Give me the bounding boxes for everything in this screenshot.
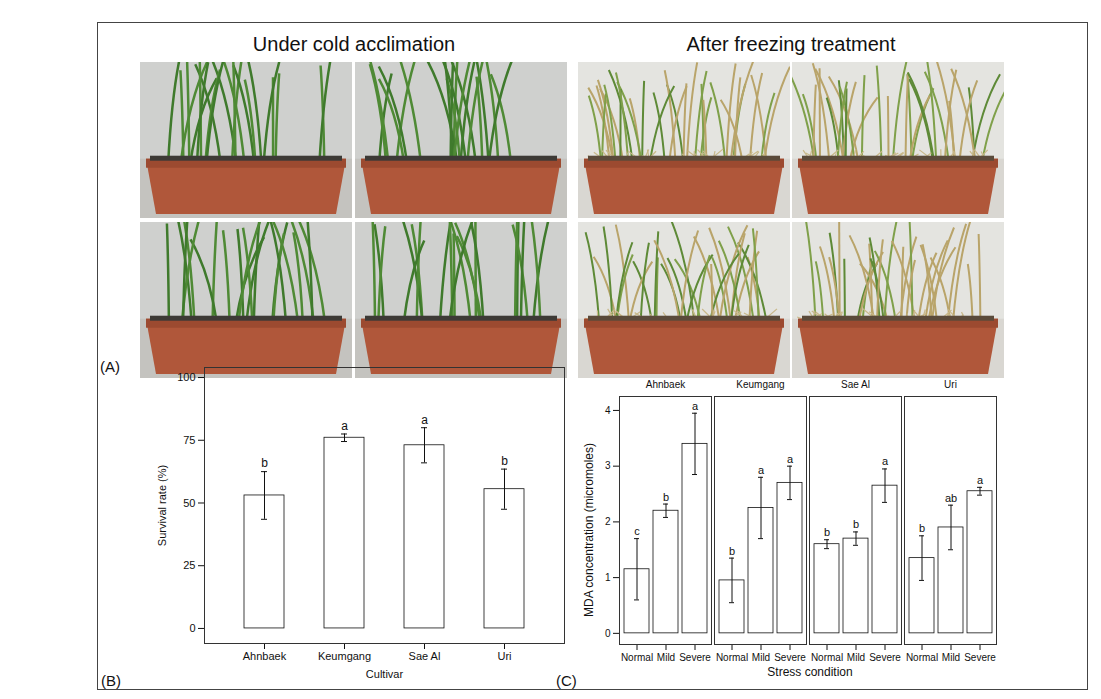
html-text:Under cold acclimation: Under cold acclimation <box>252 33 456 55</box>
html-text:After freezing treatment: After freezing treatment <box>686 33 896 55</box>
svg-text:Normal: Normal <box>621 652 653 663</box>
svg-text:a: a <box>977 474 984 486</box>
svg-text:Mild: Mild <box>942 652 960 663</box>
svg-text:c: c <box>634 525 640 537</box>
svg-text:3: 3 <box>605 460 611 471</box>
svg-text:50: 50 <box>183 497 195 509</box>
svg-text:Sae Al: Sae Al <box>841 379 870 390</box>
svg-text:Cultivar: Cultivar <box>366 668 404 680</box>
svg-text:b: b <box>919 522 925 534</box>
svg-text:a: a <box>758 464 765 476</box>
svg-text:b: b <box>824 526 830 538</box>
svg-text:75: 75 <box>183 434 195 446</box>
svg-text:b: b <box>853 518 859 530</box>
svg-text:Ahnbaek: Ahnbaek <box>646 379 686 390</box>
svg-text:Normal: Normal <box>811 652 843 663</box>
svg-text:b: b <box>261 456 268 470</box>
svg-text:a: a <box>341 419 348 433</box>
html-text:MDA concentration (micromoles): MDA concentration (micromoles) <box>582 443 596 617</box>
svg-text:Severe: Severe <box>679 652 711 663</box>
svg-text:b: b <box>663 491 669 503</box>
svg-text:2: 2 <box>605 516 611 527</box>
svg-text:100: 100 <box>177 371 195 383</box>
svg-text:Severe: Severe <box>964 652 996 663</box>
svg-text:ab: ab <box>945 492 957 504</box>
svg-text:b: b <box>729 545 735 557</box>
svg-text:Severe: Severe <box>774 652 806 663</box>
html-text:Stress condition: Stress condition <box>767 665 853 679</box>
svg-text:1: 1 <box>605 572 611 583</box>
svg-text:a: a <box>421 413 428 427</box>
svg-text:Survival rate (%): Survival rate (%) <box>156 465 168 546</box>
svg-text:Uri: Uri <box>497 650 511 662</box>
svg-text:Mild: Mild <box>657 652 675 663</box>
svg-text:a: a <box>692 400 699 412</box>
svg-text:Mild: Mild <box>752 652 770 663</box>
html-text:(B): (B) <box>101 672 121 689</box>
svg-text:b: b <box>501 454 508 468</box>
svg-text:Severe: Severe <box>869 652 901 663</box>
html-text:(A): (A) <box>100 358 120 375</box>
svg-text:a: a <box>787 453 794 465</box>
svg-text:0: 0 <box>605 628 611 639</box>
svg-text:4: 4 <box>605 405 611 416</box>
svg-text:Sae Al: Sae Al <box>409 650 441 662</box>
html-text:(C): (C) <box>556 672 577 689</box>
svg-text:Keumgang: Keumgang <box>736 379 784 390</box>
svg-text:Uri: Uri <box>944 379 957 390</box>
svg-text:Normal: Normal <box>906 652 938 663</box>
svg-text:Keumgang: Keumgang <box>318 650 371 662</box>
svg-text:a: a <box>882 455 889 467</box>
svg-text:Ahnbaek: Ahnbaek <box>243 650 287 662</box>
svg-text:25: 25 <box>183 559 195 571</box>
svg-text:0: 0 <box>189 622 195 634</box>
svg-text:Normal: Normal <box>716 652 748 663</box>
svg-text:Mild: Mild <box>847 652 865 663</box>
